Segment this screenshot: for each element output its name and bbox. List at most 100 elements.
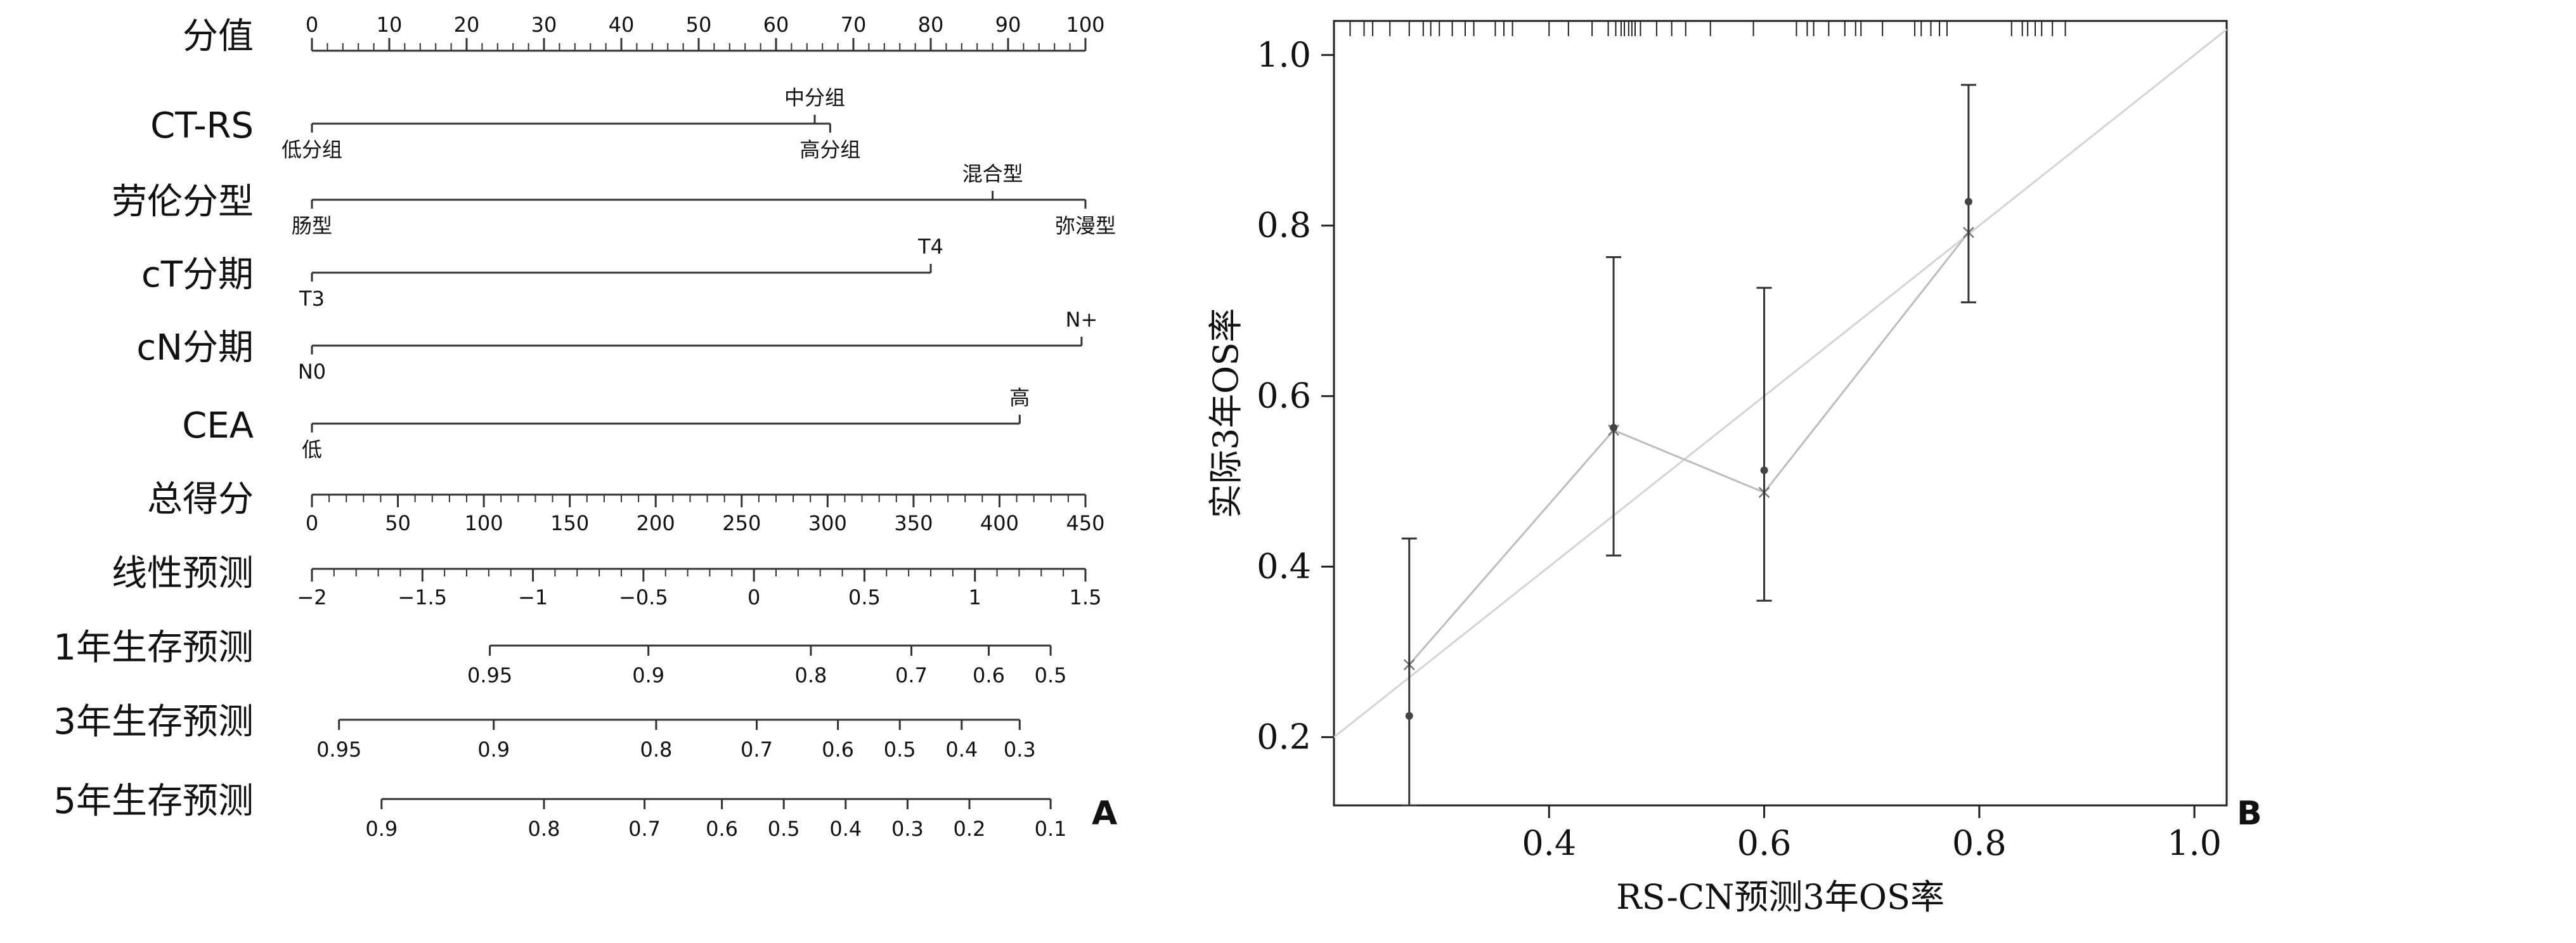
row-label: CT-RS xyxy=(150,105,254,146)
tick-label: 80 xyxy=(918,13,944,37)
plot-frame xyxy=(1333,20,2228,807)
level-label: T3 xyxy=(299,287,325,311)
tick-label: 450 xyxy=(1066,511,1104,535)
tick-label: 40 xyxy=(609,13,635,37)
tick-label: 0.8 xyxy=(794,663,827,687)
tick-label: 0.7 xyxy=(895,663,928,687)
tick-label: 10 xyxy=(377,13,403,37)
row-label: 分值 xyxy=(183,16,254,57)
calibration-point xyxy=(1760,466,1768,474)
tick-label: 20 xyxy=(454,13,480,37)
tick-label: 0.7 xyxy=(628,817,661,841)
nomogram-row-total: 总得分 0 50 100 150 200 250 300 350 400 450 xyxy=(147,479,1105,535)
tick-label: 300 xyxy=(808,511,847,535)
level-label: 低 xyxy=(302,438,322,462)
tick-label: 1.5 xyxy=(1070,585,1102,609)
tick-label: 0.3 xyxy=(891,817,924,841)
row-label: 总得分 xyxy=(147,479,254,520)
tick-label: 0.6 xyxy=(822,738,854,762)
y-tick-label: 0.4 xyxy=(1257,547,1311,587)
row-label: 3年生存预测 xyxy=(53,701,254,743)
calibration-point xyxy=(1610,424,1618,432)
tick-label: 0.4 xyxy=(945,738,978,762)
nomogram-row-cea: CEA 低 高 xyxy=(182,386,1030,462)
tick-label: −0.5 xyxy=(619,585,668,609)
level-label: 肠型 xyxy=(292,214,332,238)
tick-label: 0.1 xyxy=(1035,817,1067,841)
tick-label: 0.6 xyxy=(706,817,738,841)
x-axis-title: RS-CN预测3年OS率 xyxy=(1616,877,1945,917)
tick-label: 0.6 xyxy=(973,663,1005,687)
level-label: 高分组 xyxy=(799,138,860,162)
tick-label: 0.9 xyxy=(477,738,510,762)
tick-label: 0.8 xyxy=(640,738,672,762)
calibration-panel: 0.4 0.6 0.8 1.0 0.2 0.4 0.6 0.8 1.0 RS-CN预测3年OS率 实… xyxy=(1206,20,2262,917)
level-label: 高 xyxy=(1009,386,1030,410)
tick-label: 0.95 xyxy=(467,663,512,687)
tick-label: 1 xyxy=(969,585,981,609)
tick-label: 0 xyxy=(748,585,760,609)
level-label: 低分组 xyxy=(282,138,342,162)
tick-label: 0.9 xyxy=(365,817,398,841)
x-tick-label: 0.8 xyxy=(1952,823,2007,863)
ideal-reference-line xyxy=(1333,29,2227,738)
tick-label: 350 xyxy=(894,511,933,535)
x-tick-label: 0.4 xyxy=(1522,823,1576,863)
panel-label-a: A xyxy=(1092,795,1117,833)
tick-label: 30 xyxy=(531,13,557,37)
tick-label: 200 xyxy=(637,511,675,535)
tick-label: 400 xyxy=(980,511,1019,535)
row-label: 劳伦分型 xyxy=(112,181,254,223)
calibration-point xyxy=(1405,712,1413,720)
tick-label: −1 xyxy=(518,585,548,609)
level-label: 中分组 xyxy=(784,86,845,110)
tick-label: 0.5 xyxy=(1035,663,1067,687)
tick-label: 0 xyxy=(306,13,318,37)
tick-label: 0.8 xyxy=(528,817,560,841)
tick-label: 0.9 xyxy=(632,663,664,687)
tick-label: 0.5 xyxy=(848,585,881,609)
level-label: N0 xyxy=(298,360,326,384)
row-label: cN分期 xyxy=(136,327,254,368)
tick-label: 90 xyxy=(995,13,1021,37)
tick-label: 50 xyxy=(385,511,411,535)
tick-label: 50 xyxy=(686,13,712,37)
tick-label: 0.5 xyxy=(884,738,916,762)
x-tick-label: 0.6 xyxy=(1737,823,1792,863)
y-tick-label: 1.0 xyxy=(1257,35,1311,75)
row-label: 5年生存预测 xyxy=(53,781,254,822)
tick-label: 0 xyxy=(306,511,318,535)
row-label: cT分期 xyxy=(141,254,254,296)
tick-label: 0.95 xyxy=(316,738,361,762)
nomogram-row-s1: 1年生存预测 0.95 0.9 0.8 0.7 0.6 0.5 xyxy=(53,627,1066,687)
row-label: CEA xyxy=(182,405,254,446)
nomogram-row-s3: 3年生存预测 0.95 0.9 0.8 0.7 0.6 0.5 0.4 0.3 xyxy=(53,701,1035,762)
bias-corrected-line xyxy=(1408,231,1970,666)
tick-label: 0.7 xyxy=(741,738,773,762)
y-tick-label: 0.2 xyxy=(1257,717,1311,757)
nomogram-panel: 分值 0 10 20 30 40 50 60 70 80 90 100CT-RS低分组中分组高分组劳伦… xyxy=(53,13,1117,841)
tick-label: 0.2 xyxy=(954,817,986,841)
level-label: 混合型 xyxy=(962,162,1023,186)
tick-label: 250 xyxy=(722,511,761,535)
panel-label-b: B xyxy=(2237,795,2262,833)
tick-label: 60 xyxy=(763,13,789,37)
nomogram-row-s5: 5年生存预测 0.9 0.8 0.7 0.6 0.5 0.4 0.3 0.2 0.1 xyxy=(53,781,1066,841)
y-axis-title: 实际3年OS率 xyxy=(1206,308,1246,519)
tick-label: 0.3 xyxy=(1004,738,1036,762)
tick-label: 150 xyxy=(550,511,589,535)
nomogram-row-lp: 线性预测 −2 −1.5 −1 −0.5 0 0.5 1 1.5 xyxy=(112,553,1101,609)
level-label: T4 xyxy=(917,235,943,259)
tick-label: 0.5 xyxy=(768,817,800,841)
calibration-point xyxy=(1964,198,1972,206)
tick-label: −1.5 xyxy=(398,585,447,609)
tick-label: 100 xyxy=(465,511,503,535)
row-label: 1年生存预测 xyxy=(53,627,254,668)
y-tick-label: 0.8 xyxy=(1257,205,1311,245)
tick-label: −2 xyxy=(297,585,327,609)
x-tick-label: 1.0 xyxy=(2167,823,2222,863)
